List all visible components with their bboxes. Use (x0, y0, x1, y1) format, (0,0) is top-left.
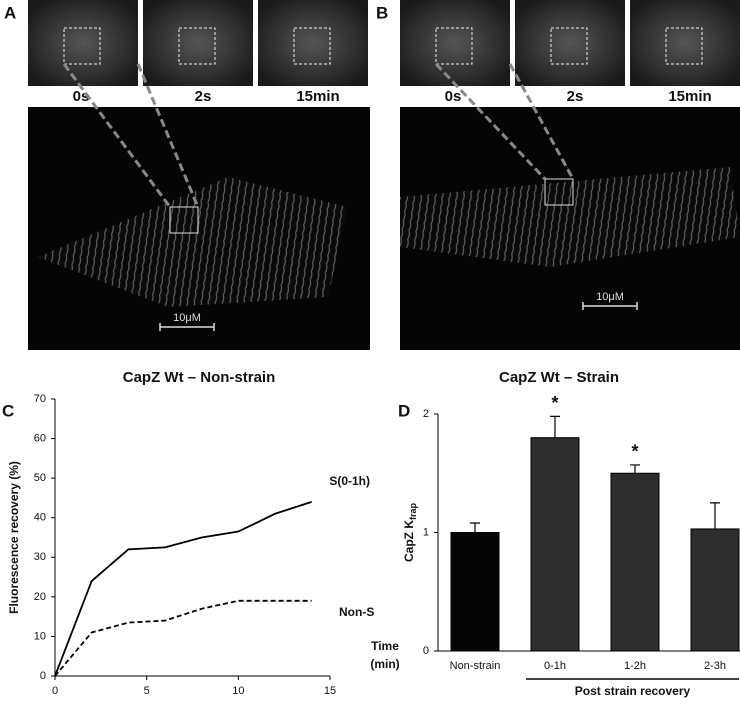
time-label: 0s (445, 88, 462, 105)
y-tick-label: 2 (423, 408, 429, 420)
bar (610, 472, 660, 652)
zoom-connector (136, 63, 200, 208)
series-label: S(0-1h) (329, 474, 370, 488)
roi-box (178, 27, 216, 65)
thumbnail-image (143, 0, 253, 86)
time-label: 15min (296, 88, 339, 105)
zoom-connector (434, 62, 547, 181)
zoom-connector (62, 63, 172, 208)
panel-label: C (2, 401, 14, 420)
bar (690, 528, 740, 652)
roi-box (63, 27, 101, 65)
panel-caption: CapZ Wt – Strain (499, 369, 619, 386)
time-label: 0s (73, 88, 90, 105)
y-tick-label: 60 (34, 432, 46, 444)
series-label: Non-S (339, 605, 374, 619)
panel-label: D (398, 401, 410, 420)
panel-label: A (4, 3, 16, 22)
time-label: 2s (195, 88, 212, 105)
error-bar (630, 464, 640, 474)
zoom-connector (508, 63, 575, 180)
scale-bar (582, 302, 638, 310)
series-line (54, 501, 312, 677)
error-bar (550, 415, 560, 438)
time-label: 15min (668, 88, 711, 105)
zoom-box (544, 178, 574, 206)
significance-marker: * (551, 393, 558, 413)
x-tick-label: 1-2h (624, 660, 646, 672)
y-tick-label: 50 (34, 472, 46, 484)
time-label: 2s (567, 88, 584, 105)
x-tick-label: 15 (324, 685, 336, 697)
y-axis-label: Fluorescence recovery (%) (7, 461, 21, 614)
roi-box (550, 27, 588, 65)
panel-caption: CapZ Wt – Non-strain (123, 369, 276, 386)
bar (530, 437, 580, 652)
group-label: Post strain recovery (575, 684, 691, 698)
panel-label: B (376, 3, 388, 22)
thumbnail-image (400, 0, 510, 86)
zoom-box (169, 206, 199, 234)
scale-label: 10μM (173, 312, 201, 324)
y-axis-label-subscript: frap (408, 503, 418, 521)
roi-box (435, 27, 473, 65)
error-bar (710, 502, 720, 529)
y-tick-label: 40 (34, 512, 46, 524)
bar (450, 532, 500, 652)
roi-box (665, 27, 703, 65)
thumbnail-image (28, 0, 138, 86)
cell-texture (38, 177, 348, 307)
x-tick-label: 5 (144, 685, 150, 697)
roi-box (293, 27, 331, 65)
y-axis-label-main: CapZ K (402, 520, 416, 562)
x-tick-label: 0 (52, 685, 58, 697)
y-tick-label: 0 (423, 645, 429, 657)
x-tick-label: 2-3h (704, 660, 726, 672)
x-tick-label: Non-strain (450, 660, 501, 672)
thumbnail-image (515, 0, 625, 86)
significance-marker: * (631, 442, 638, 462)
error-bar (470, 522, 480, 533)
thumbnail-image (630, 0, 740, 86)
y-tick-label: 1 (423, 526, 429, 538)
cell-texture (400, 167, 740, 267)
y-tick-label: 30 (34, 551, 46, 563)
x-axis-label: (min) (370, 657, 399, 671)
x-tick-label: 10 (232, 685, 244, 697)
y-tick-label: 0 (40, 670, 46, 682)
y-tick-label: 70 (34, 393, 46, 405)
x-axis-label: Time (371, 639, 399, 653)
x-tick-label: 0-1h (544, 660, 566, 672)
y-tick-label: 20 (34, 591, 46, 603)
y-tick-label: 10 (34, 630, 46, 642)
y-axis-label: CapZ Kfrap (402, 503, 418, 563)
scale-label: 10μM (596, 291, 624, 303)
series-line (54, 599, 312, 677)
thumbnail-image (258, 0, 368, 86)
scale-bar (159, 323, 215, 331)
